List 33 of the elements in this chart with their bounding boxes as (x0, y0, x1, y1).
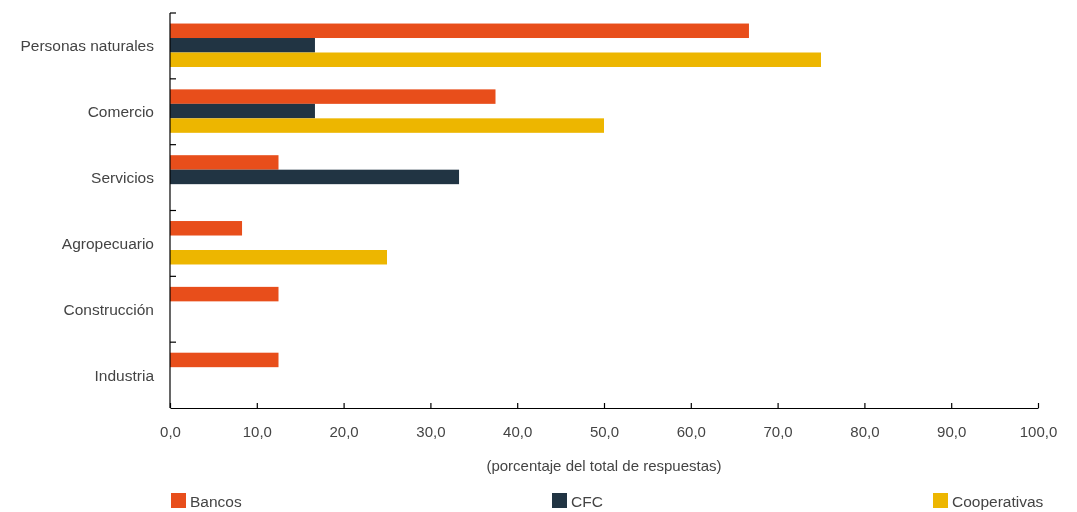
y-tick-label: Industria (94, 366, 155, 384)
bar (170, 52, 821, 67)
bar (170, 221, 243, 236)
x-tick-label: 90,0 (937, 422, 967, 440)
legend-label: CFC (571, 492, 603, 510)
bar (170, 155, 279, 170)
legend-label: Bancos (190, 492, 242, 510)
y-tick-label: Servicios (91, 169, 155, 187)
bar (170, 169, 460, 185)
bar (170, 286, 279, 302)
bar (170, 38, 315, 53)
x-tick-label: 70,0 (763, 422, 793, 440)
x-tick-label: 20,0 (329, 422, 359, 440)
bar (170, 89, 496, 104)
bar (170, 118, 604, 133)
y-tick-label: Agropecuario (61, 234, 154, 252)
x-tick-label: 40,0 (503, 422, 533, 440)
bar (170, 103, 315, 119)
x-axis-title: (porcentaje del total de respuestas) (486, 457, 722, 474)
x-tick-label: 30,0 (416, 422, 446, 440)
x-tick-label: 100,0 (1019, 422, 1058, 440)
y-tick-label: Comercio (87, 103, 154, 121)
y-tick-label: Personas naturales (20, 37, 155, 55)
x-tick-label: 0,0 (160, 422, 181, 440)
bar (170, 250, 387, 265)
y-tick-label: Construcción (63, 300, 154, 318)
x-tick-label: 60,0 (676, 422, 706, 440)
x-tick-label: 80,0 (850, 422, 880, 440)
bar (170, 23, 749, 39)
x-tick-label: 10,0 (242, 422, 272, 440)
x-tick-label: 50,0 (589, 422, 620, 440)
legend-label: Cooperativas (952, 492, 1044, 510)
bar (170, 352, 279, 368)
